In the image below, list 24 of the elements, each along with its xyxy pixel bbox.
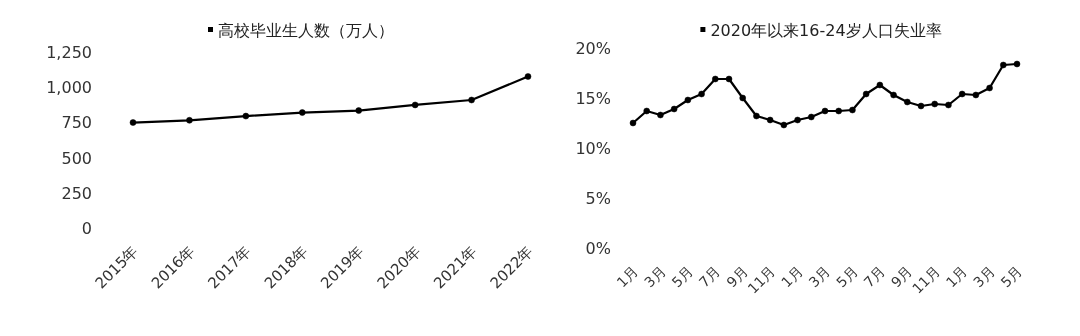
x-tick-label: 3月	[970, 262, 998, 291]
y-tick-label: 250	[61, 183, 92, 203]
x-tick-label: 5月	[668, 262, 696, 291]
y-tick-label: 500	[61, 148, 92, 168]
y-tick-label: 5%	[585, 189, 611, 208]
y-tick-label: 0	[81, 219, 92, 238]
legend-label: 2020年以来16-24岁人口失业率	[710, 21, 942, 40]
y-tick-label: 1,250	[46, 43, 92, 62]
y-tick-label: 15%	[575, 89, 611, 108]
x-tick-label: 5月	[997, 262, 1026, 291]
y-tick-label: 10%	[575, 139, 611, 158]
x-tick-label: 1月	[613, 262, 642, 291]
x-tick-label: 5月	[833, 262, 861, 291]
legend-label: 高校毕业生人数（万人）	[218, 21, 394, 40]
x-tick-label: 7月	[695, 262, 724, 291]
y-tick-label: 0%	[585, 239, 611, 258]
x-tick-label: 1月	[778, 262, 806, 291]
x-tick-label: 3月	[641, 262, 669, 291]
y-tick-label: 750	[61, 113, 92, 133]
x-tick-label: 7月	[860, 262, 888, 291]
y-tick-label: 20%	[575, 39, 611, 58]
x-tick-label: 3月	[805, 262, 834, 291]
x-tick-label: 1月	[942, 262, 971, 291]
y-tick-label: 1,000	[46, 78, 92, 98]
